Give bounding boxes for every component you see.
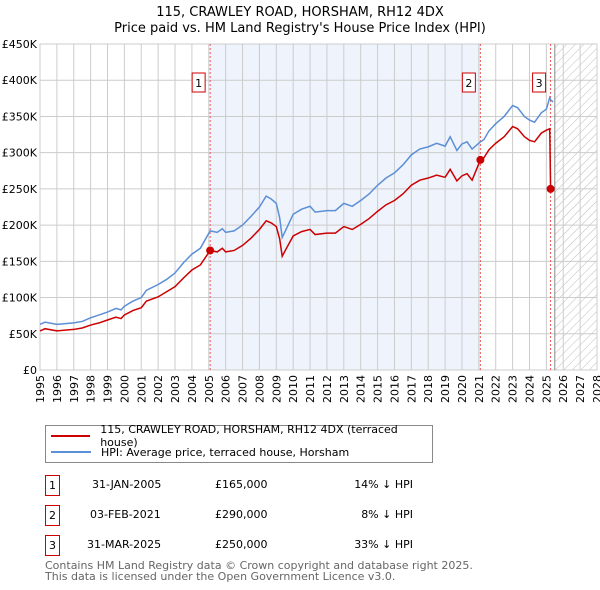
sale-date: 31-MAR-2025 <box>87 538 162 551</box>
legend-item-hpi: HPI: Average price, terraced house, Hors… <box>51 444 349 460</box>
legend-label: 115, CRAWLEY ROAD, HORSHAM, RH12 4DX (te… <box>100 423 398 449</box>
sale-point <box>476 155 485 164</box>
sale-marker-box <box>191 72 206 93</box>
attribution-line: This data is licensed under the Open Gov… <box>45 570 396 583</box>
red-line-swatch <box>51 435 91 437</box>
chart-subtitle: Price paid vs. HM Land Registry's House … <box>114 21 486 36</box>
sale-marker-badge: 1 <box>45 475 60 496</box>
x-tick-label: 2021 <box>473 375 486 403</box>
sale-marker-label: 3 <box>536 77 543 90</box>
sale-date: 03-FEB-2021 <box>90 508 161 521</box>
x-tick-label: 2025 <box>540 375 553 403</box>
x-tick-label: 2010 <box>287 375 300 403</box>
attribution-line: Contains HM Land Registry data © Crown c… <box>45 559 473 572</box>
sale-point <box>546 184 555 193</box>
legend-item-price-paid: 115, CRAWLEY ROAD, HORSHAM, RH12 4DX (te… <box>51 423 432 449</box>
sale-marker-label: 1 <box>195 77 202 90</box>
x-tick-label: 2005 <box>203 375 216 403</box>
y-tick-label: £350K <box>2 110 38 123</box>
x-tick-label: 1997 <box>68 375 81 403</box>
sale-row: 3 31-MAR-2025 £250,000 33% ↓ HPI <box>45 535 465 556</box>
x-tick-label: 2027 <box>574 375 587 403</box>
sale-date: 31-JAN-2005 <box>92 478 162 491</box>
x-tick-label: 1998 <box>85 375 98 403</box>
x-tick-label: 1995 <box>34 375 47 403</box>
x-tick-label: 2004 <box>186 375 199 403</box>
x-tick-label: 2009 <box>270 375 283 403</box>
x-tick-label: 2001 <box>135 375 148 403</box>
y-tick-label: £200K <box>2 219 38 232</box>
x-tick-label: 2013 <box>338 375 351 403</box>
shaded-ownership-period <box>210 44 481 370</box>
y-tick-label: £450K <box>2 38 38 51</box>
x-tick-label: 2014 <box>355 375 368 403</box>
x-tick-label: 2018 <box>422 375 435 403</box>
sale-marker-box <box>461 72 476 93</box>
x-tick-label: 2012 <box>321 375 334 403</box>
hpi-line <box>39 95 554 326</box>
sale-row: 2 03-FEB-2021 £290,000 8% ↓ HPI <box>45 505 465 526</box>
price-paid-line <box>39 125 552 332</box>
sale-hpi-diff: 14% ↓ HPI <box>354 478 413 491</box>
legend-label: HPI: Average price, terraced house, Hors… <box>101 445 350 459</box>
x-tick-label: 2007 <box>237 375 250 403</box>
sale-price: £250,000 <box>215 538 268 551</box>
sale-price: £165,000 <box>215 478 268 491</box>
chart-legend: 115, CRAWLEY ROAD, HORSHAM, RH12 4DX (te… <box>45 423 433 463</box>
sale-price: £290,000 <box>215 508 268 521</box>
x-tick-label: 2006 <box>220 375 233 403</box>
attribution: Contains HM Land Registry data © Crown c… <box>45 560 473 582</box>
y-tick-label: £250K <box>2 183 38 196</box>
x-tick-label: 2022 <box>490 375 503 403</box>
chart-title: 115, CRAWLEY ROAD, HORSHAM, RH12 4DX <box>156 5 444 20</box>
sale-marker-badge: 3 <box>45 535 60 556</box>
x-tick-label: 2016 <box>388 375 401 403</box>
sale-marker-badge: 2 <box>45 505 60 526</box>
y-tick-label: £150K <box>2 255 38 268</box>
x-tick-label: 2017 <box>405 375 418 403</box>
y-tick-label: £100K <box>2 292 38 305</box>
x-tick-label: 2015 <box>372 375 385 403</box>
sale-hpi-diff: 33% ↓ HPI <box>354 538 413 551</box>
price-chart: 1 2 3 1995 1996 1997 1998 1999 2000 2001 2002 2003 2… <box>2 38 600 403</box>
x-tick-label: 2024 <box>523 375 536 403</box>
sale-row: 1 31-JAN-2005 £165,000 14% ↓ HPI <box>45 475 465 496</box>
y-tick-label: £0 <box>23 364 37 377</box>
sale-point <box>206 246 215 255</box>
x-tick-label: 2011 <box>304 375 317 403</box>
sale-marker-label: 2 <box>465 77 472 90</box>
forecast-hatched-region <box>554 44 597 370</box>
x-tick-label: 2019 <box>439 375 452 403</box>
x-tick-label: 2003 <box>169 375 182 403</box>
x-tick-label: 2008 <box>253 375 266 403</box>
y-tick-label: £300K <box>2 147 38 160</box>
x-tick-label: 2020 <box>456 375 469 403</box>
sale-marker-box <box>532 72 547 93</box>
x-tick-label: 2028 <box>591 375 600 403</box>
blue-line-swatch <box>51 451 91 453</box>
x-tick-label: 1996 <box>51 375 64 403</box>
x-tick-label: 1999 <box>102 375 115 403</box>
x-tick-label: 2000 <box>118 375 131 403</box>
y-tick-label: £400K <box>2 74 38 87</box>
sale-hpi-diff: 8% ↓ HPI <box>361 508 413 521</box>
y-tick-label: £50K <box>9 328 38 341</box>
x-tick-label: 2026 <box>557 375 570 403</box>
x-tick-label: 2023 <box>507 375 520 403</box>
x-tick-label: 2002 <box>152 375 165 403</box>
